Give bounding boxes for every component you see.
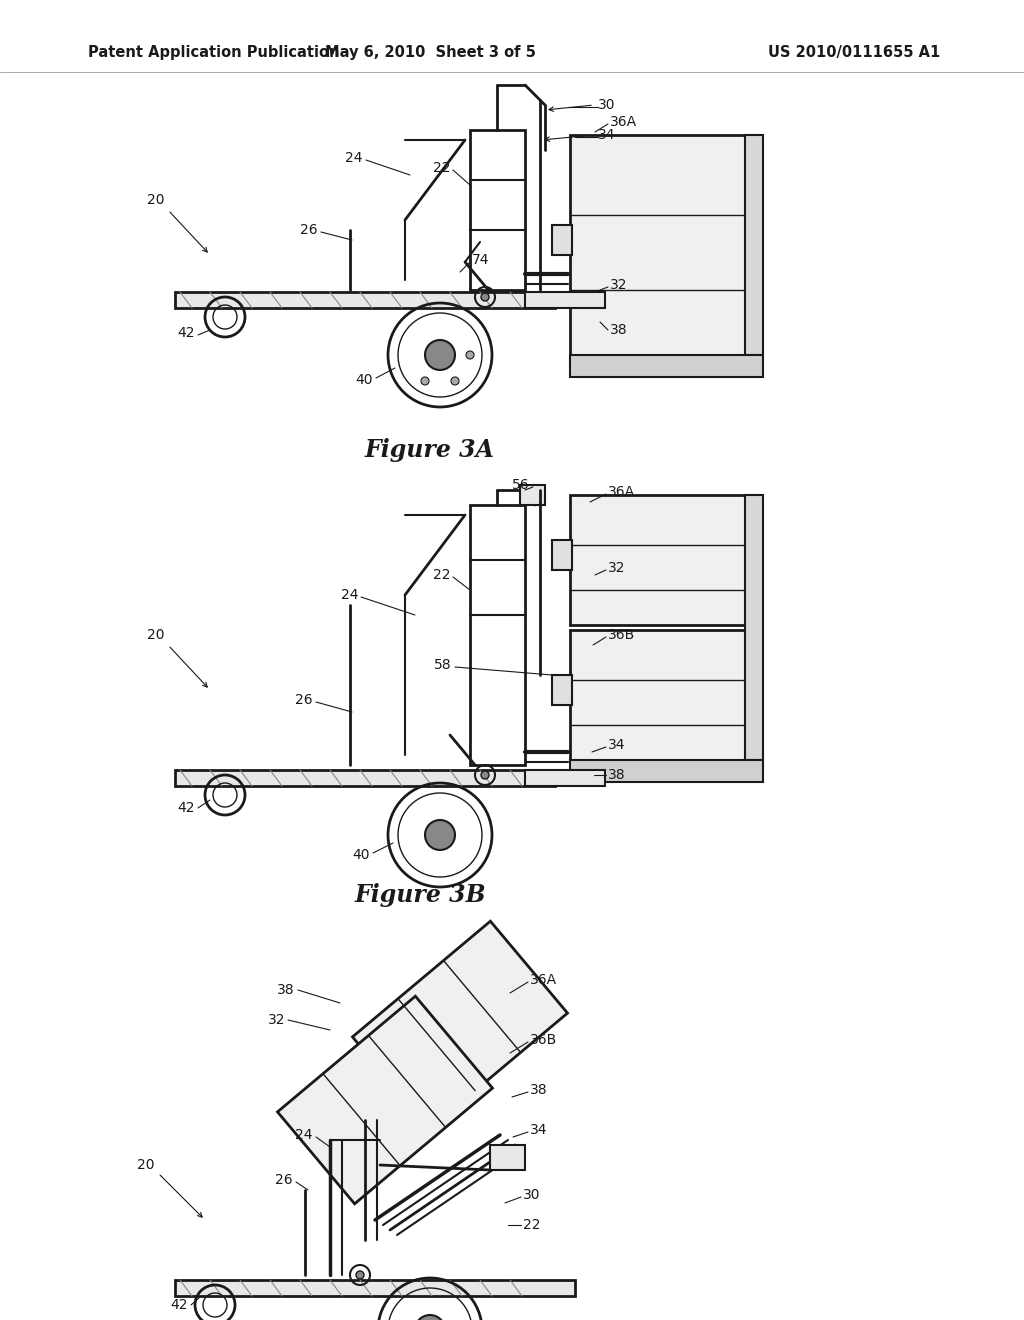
Text: 20: 20 xyxy=(137,1158,155,1172)
Circle shape xyxy=(415,1315,445,1320)
Text: 26: 26 xyxy=(300,223,318,238)
Circle shape xyxy=(425,820,455,850)
Text: 24: 24 xyxy=(296,1129,313,1142)
Text: 20: 20 xyxy=(147,193,165,207)
Text: Figure 3A: Figure 3A xyxy=(365,438,495,462)
Text: 34: 34 xyxy=(608,738,626,752)
Circle shape xyxy=(425,341,455,370)
Bar xyxy=(470,506,525,766)
Bar xyxy=(175,292,555,308)
Text: 40: 40 xyxy=(352,847,370,862)
Text: Patent Application Publication: Patent Application Publication xyxy=(88,45,340,59)
Text: Figure 3B: Figure 3B xyxy=(354,883,485,907)
Circle shape xyxy=(451,378,459,385)
Circle shape xyxy=(356,1271,364,1279)
Text: 24: 24 xyxy=(341,587,358,602)
Bar xyxy=(745,495,763,760)
Text: 36B: 36B xyxy=(530,1034,557,1047)
Text: 24: 24 xyxy=(345,150,362,165)
Bar xyxy=(175,770,555,785)
Text: 26: 26 xyxy=(275,1173,293,1187)
Text: 22: 22 xyxy=(523,1218,541,1232)
Bar xyxy=(570,355,763,378)
Text: 30: 30 xyxy=(523,1188,541,1203)
Text: 22: 22 xyxy=(432,568,450,582)
Circle shape xyxy=(421,378,429,385)
Circle shape xyxy=(481,771,489,779)
Bar xyxy=(552,540,572,570)
Bar xyxy=(552,675,572,705)
Bar xyxy=(745,135,763,355)
Text: 74: 74 xyxy=(472,253,489,267)
Text: 36A: 36A xyxy=(530,973,557,987)
Bar xyxy=(490,1144,525,1170)
Bar xyxy=(570,495,745,624)
Text: 36B: 36B xyxy=(608,628,635,642)
Text: 42: 42 xyxy=(177,326,195,341)
Text: 36A: 36A xyxy=(610,115,637,129)
Bar xyxy=(520,484,545,506)
Polygon shape xyxy=(352,921,567,1129)
Text: US 2010/0111655 A1: US 2010/0111655 A1 xyxy=(768,45,940,59)
Text: May 6, 2010  Sheet 3 of 5: May 6, 2010 Sheet 3 of 5 xyxy=(325,45,536,59)
Text: 38: 38 xyxy=(608,768,626,781)
Text: 34: 34 xyxy=(598,128,615,143)
Circle shape xyxy=(481,293,489,301)
Text: 58: 58 xyxy=(434,657,452,672)
Bar xyxy=(570,135,745,355)
Bar xyxy=(570,630,745,760)
Text: 38: 38 xyxy=(530,1082,548,1097)
Text: 56: 56 xyxy=(512,478,530,492)
Bar xyxy=(525,292,605,308)
Text: 32: 32 xyxy=(610,279,628,292)
Text: 42: 42 xyxy=(171,1298,188,1312)
Bar xyxy=(552,224,572,255)
Text: 36A: 36A xyxy=(608,484,635,499)
Bar xyxy=(570,760,763,781)
Circle shape xyxy=(466,351,474,359)
Bar xyxy=(175,1280,575,1296)
Text: 30: 30 xyxy=(598,98,615,112)
Polygon shape xyxy=(278,997,493,1204)
Bar xyxy=(470,129,525,290)
Text: 38: 38 xyxy=(278,983,295,997)
Text: 32: 32 xyxy=(267,1012,285,1027)
Bar xyxy=(525,770,605,785)
Text: 40: 40 xyxy=(355,374,373,387)
Text: 38: 38 xyxy=(610,323,628,337)
Text: 34: 34 xyxy=(530,1123,548,1137)
Text: 26: 26 xyxy=(295,693,313,708)
Text: 20: 20 xyxy=(147,628,165,642)
Text: 32: 32 xyxy=(608,561,626,576)
Text: 22: 22 xyxy=(432,161,450,176)
Text: 42: 42 xyxy=(177,801,195,814)
